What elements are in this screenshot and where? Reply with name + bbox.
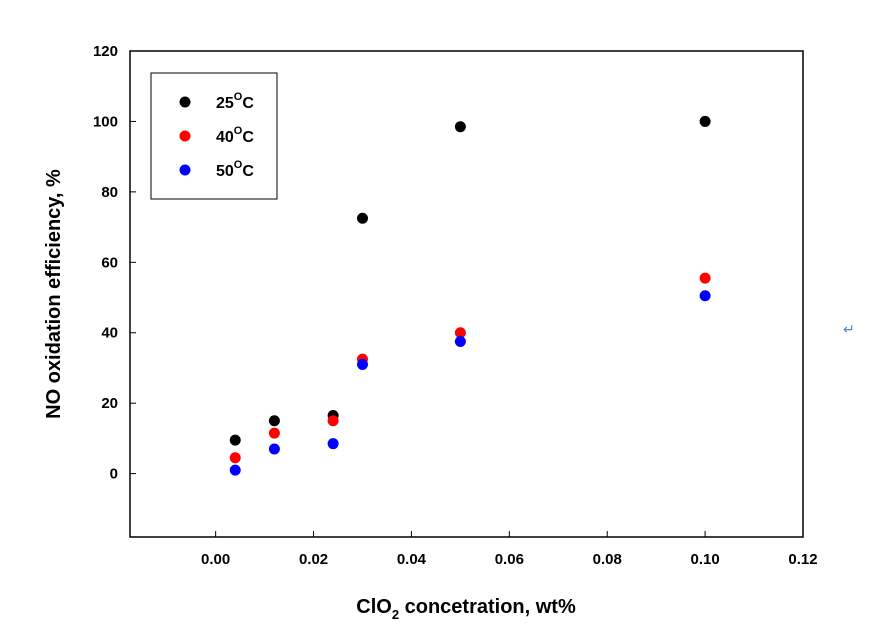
x-axis-title-main: ClO	[356, 596, 392, 618]
data-point-series-50	[454, 336, 466, 348]
legend-marker	[179, 130, 191, 142]
x-axis-ticks: 0.00 0.02 0.04 0.06 0.08 0.10 0.12	[201, 531, 818, 568]
plot-frame	[129, 50, 804, 538]
x-tick-label: 0.02	[299, 551, 328, 568]
data-point-series-50	[229, 464, 241, 476]
y-tick-label: 100	[93, 113, 118, 130]
data-point-series-40	[454, 327, 466, 339]
paragraph-mark: ↵	[843, 322, 855, 338]
y-tick-label: 40	[101, 325, 118, 342]
legend: 25OC 40OC 50OC	[150, 72, 278, 200]
data-point-series-25	[356, 212, 368, 224]
legend-marker	[179, 96, 191, 108]
x-tick-label: 0.06	[495, 551, 524, 568]
data-point-series-50	[327, 438, 339, 450]
data-point-series-50	[356, 358, 368, 370]
data-point-series-40	[327, 415, 339, 427]
data-points	[229, 115, 711, 476]
x-axis-title-subscript: 2	[392, 607, 399, 622]
data-point-series-40	[699, 272, 711, 284]
data-point-series-40	[229, 452, 241, 464]
x-tick-label: 0.10	[691, 551, 720, 568]
y-tick-label: 120	[93, 43, 118, 60]
legend-label: 50OC	[216, 159, 254, 180]
x-tick-label: 0.08	[593, 551, 622, 568]
y-tick-label: 0	[110, 466, 118, 483]
data-point-series-50	[699, 290, 711, 302]
y-tick-label: 80	[101, 184, 118, 201]
legend-label: 25OC	[216, 91, 254, 112]
data-point-series-25	[229, 434, 241, 446]
x-tick-label: 0.00	[201, 551, 230, 568]
legend-label: 40OC	[216, 125, 254, 146]
data-point-series-50	[268, 443, 280, 455]
x-axis-title: ClO2 concetration, wt%	[356, 596, 576, 622]
legend-box	[150, 72, 278, 200]
data-point-series-40	[268, 427, 280, 439]
x-tick-label: 0.04	[397, 551, 427, 568]
x-axis-title-rest: concetration, wt%	[399, 596, 576, 618]
legend-marker	[179, 164, 191, 176]
data-point-series-25	[268, 415, 280, 427]
data-point-series-25	[454, 121, 466, 133]
y-tick-label: 60	[101, 254, 118, 271]
data-point-series-25	[699, 115, 711, 127]
x-tick-label: 0.12	[788, 551, 817, 568]
y-tick-label: 20	[101, 395, 118, 412]
y-axis-title: NO oxidation efficiency, %	[43, 169, 65, 419]
y-axis-ticks: 0 20 40 60 80 100 120	[93, 43, 136, 483]
